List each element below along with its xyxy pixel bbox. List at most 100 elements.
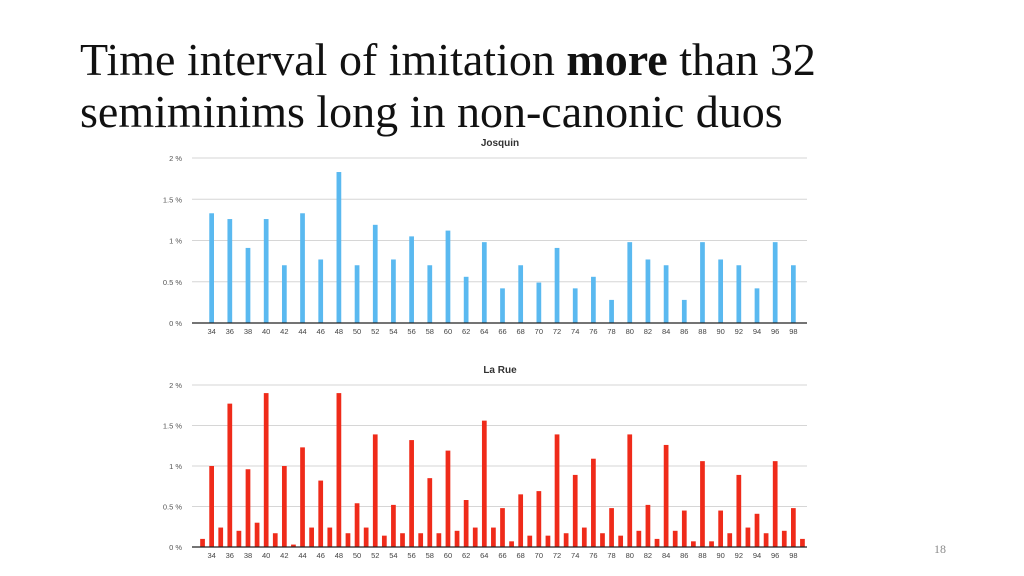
la-rue-x-tick-label: 96 bbox=[771, 551, 779, 560]
josquin-x-tick-label: 50 bbox=[353, 327, 361, 336]
la-rue-bar bbox=[736, 474, 742, 547]
la-rue-x-tick-label: 66 bbox=[498, 551, 506, 560]
josquin-x-tick-label: 74 bbox=[571, 327, 579, 336]
la-rue-bar bbox=[500, 508, 505, 547]
josquin-x-tick-label: 38 bbox=[244, 327, 252, 336]
la-rue-x-tick-label: 94 bbox=[753, 551, 761, 560]
josquin-bar bbox=[772, 242, 778, 323]
la-rue-bar bbox=[318, 480, 324, 547]
la-rue-bar bbox=[591, 458, 596, 547]
josquin-bar bbox=[445, 230, 451, 323]
la-rue-bar bbox=[300, 447, 305, 547]
la-rue-x-tick-label: 76 bbox=[589, 551, 597, 560]
la-rue-x-tick-label: 98 bbox=[789, 551, 797, 560]
la-rue-bar bbox=[381, 535, 387, 547]
josquin-bar bbox=[572, 288, 578, 323]
la-rue-bar bbox=[200, 538, 205, 547]
la-rue-bar bbox=[772, 461, 778, 547]
la-rue-bar bbox=[227, 403, 233, 547]
la-rue-bar bbox=[636, 530, 642, 547]
josquin-x-tick-label: 64 bbox=[480, 327, 488, 336]
la-rue-y-tick-label: 0.5 % bbox=[163, 503, 183, 512]
la-rue-bar bbox=[309, 527, 314, 547]
josquin-bar bbox=[409, 236, 414, 323]
josquin-bar bbox=[209, 213, 214, 323]
la-rue-x-tick-label: 54 bbox=[389, 551, 397, 560]
josquin-bar bbox=[645, 259, 651, 323]
la-rue-bar bbox=[436, 533, 442, 547]
josquin-bar bbox=[718, 259, 724, 323]
la-rue-x-tick-label: 50 bbox=[353, 551, 361, 560]
la-rue-y-tick-label: 2 % bbox=[169, 381, 182, 390]
josquin-bar bbox=[281, 265, 287, 323]
la-rue-bar bbox=[645, 504, 651, 547]
josquin-y-tick-label: 0.5 % bbox=[163, 278, 183, 287]
la-rue-x-tick-label: 56 bbox=[407, 551, 415, 560]
la-rue-bar bbox=[536, 491, 542, 547]
josquin-x-tick-label: 86 bbox=[680, 327, 688, 336]
la-rue-bar bbox=[745, 527, 751, 547]
josquin-x-tick-label: 92 bbox=[735, 327, 743, 336]
josquin-bar bbox=[318, 259, 324, 323]
title-text-end: than 32 bbox=[667, 34, 816, 85]
title-text: Time interval of imitation bbox=[80, 34, 567, 85]
josquin-bar bbox=[372, 224, 378, 323]
la-rue-bar bbox=[491, 527, 496, 547]
la-rue-bar bbox=[254, 522, 260, 547]
la-rue-x-tick-label: 38 bbox=[244, 551, 252, 560]
la-rue-bar bbox=[281, 466, 287, 547]
josquin-x-tick-label: 40 bbox=[262, 327, 270, 336]
la-rue-chart-title: La Rue bbox=[483, 365, 517, 376]
la-rue-bar bbox=[600, 533, 605, 547]
josquin-bar bbox=[500, 288, 505, 323]
la-rue-x-tick-label: 90 bbox=[716, 551, 724, 560]
la-rue-bar bbox=[654, 538, 660, 547]
josquin-y-tick-label: 1 % bbox=[169, 237, 182, 246]
la-rue-x-tick-label: 82 bbox=[644, 551, 652, 560]
josquin-bar bbox=[627, 242, 633, 323]
la-rue-bar bbox=[572, 474, 578, 547]
la-rue-bar bbox=[545, 535, 551, 547]
la-rue-bar bbox=[345, 533, 351, 547]
josquin-x-tick-label: 46 bbox=[317, 327, 325, 336]
josquin-bar bbox=[463, 276, 469, 323]
la-rue-x-tick-label: 44 bbox=[298, 551, 306, 560]
la-rue-bar bbox=[718, 510, 724, 547]
josquin-y-tick-label: 2 % bbox=[169, 154, 182, 163]
la-rue-x-tick-label: 74 bbox=[571, 551, 579, 560]
josquin-x-tick-label: 78 bbox=[607, 327, 615, 336]
la-rue-bar bbox=[409, 440, 414, 547]
josquin-x-tick-label: 62 bbox=[462, 327, 470, 336]
la-rue-bar bbox=[781, 530, 787, 547]
la-rue-bar bbox=[791, 508, 796, 547]
la-rue-bar bbox=[445, 450, 451, 547]
la-rue-bar-chart: La Rue 0 % 0.5 % 1 % 1.5 % 2 % 34 36 38 40 42 44 46 4… bbox=[163, 365, 807, 560]
la-rue-x-tick-label: 42 bbox=[280, 551, 288, 560]
josquin-x-tick-label: 68 bbox=[517, 327, 525, 336]
la-rue-bar bbox=[581, 527, 587, 547]
la-rue-bar bbox=[672, 530, 678, 547]
la-rue-bar bbox=[272, 533, 278, 547]
josquin-x-tick-label: 72 bbox=[553, 327, 561, 336]
la-rue-bar bbox=[372, 434, 378, 547]
josquin-bar bbox=[554, 247, 560, 323]
la-rue-bar bbox=[245, 469, 251, 547]
la-rue-bar bbox=[427, 478, 433, 547]
la-rue-bar bbox=[454, 530, 460, 547]
josquin-bar bbox=[300, 213, 305, 323]
josquin-bar bbox=[391, 259, 396, 323]
la-rue-bar bbox=[754, 513, 760, 547]
la-rue-bar bbox=[618, 535, 624, 547]
la-rue-x-tick-label: 68 bbox=[517, 551, 525, 560]
la-rue-bar bbox=[400, 533, 405, 547]
page-number: 18 bbox=[934, 542, 946, 556]
la-rue-bar bbox=[518, 494, 524, 547]
josquin-x-tick-label: 48 bbox=[335, 327, 343, 336]
la-rue-bar bbox=[354, 503, 360, 547]
la-rue-x-tick-label: 36 bbox=[226, 551, 234, 560]
josquin-y-tick-label: 0 % bbox=[169, 319, 182, 328]
la-rue-x-tick-label: 88 bbox=[698, 551, 706, 560]
la-rue-bar bbox=[800, 538, 805, 547]
josquin-x-tick-label: 90 bbox=[716, 327, 724, 336]
la-rue-bar bbox=[700, 461, 705, 547]
